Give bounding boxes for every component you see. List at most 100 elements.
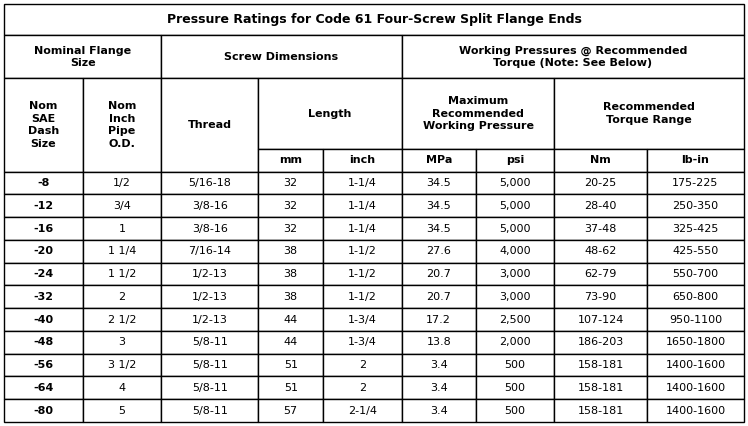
Text: -12: -12	[33, 201, 53, 211]
Bar	[4, 263, 82, 285]
Bar	[162, 285, 258, 308]
Bar	[647, 240, 744, 263]
Text: 5/8-11: 5/8-11	[192, 360, 227, 370]
Text: Thread: Thread	[188, 120, 232, 130]
Text: -48: -48	[33, 337, 53, 347]
Text: 158-181: 158-181	[577, 383, 624, 393]
Bar	[402, 354, 476, 377]
Text: Screw Dimensions: Screw Dimensions	[224, 52, 339, 62]
Text: 158-181: 158-181	[577, 406, 624, 416]
Bar	[402, 35, 744, 78]
Bar	[402, 263, 476, 285]
Bar	[258, 354, 323, 377]
Text: 1-3/4: 1-3/4	[348, 314, 377, 325]
Bar	[258, 78, 402, 149]
Text: 1-1/2: 1-1/2	[348, 269, 377, 279]
Bar	[162, 331, 258, 354]
Text: 3,000: 3,000	[500, 269, 531, 279]
Text: 175-225: 175-225	[672, 178, 719, 188]
Text: 44: 44	[283, 314, 298, 325]
Bar	[476, 377, 554, 399]
Bar	[258, 172, 323, 194]
Bar	[554, 172, 647, 194]
Text: 4: 4	[118, 383, 126, 393]
Text: 5/16-18: 5/16-18	[188, 178, 231, 188]
Text: 17.2: 17.2	[426, 314, 451, 325]
Bar	[82, 331, 162, 354]
Bar	[323, 263, 402, 285]
Bar	[162, 35, 402, 78]
Text: 32: 32	[283, 201, 298, 211]
Bar	[82, 308, 162, 331]
Text: 13.8: 13.8	[426, 337, 451, 347]
Bar	[4, 308, 82, 331]
Bar	[258, 263, 323, 285]
Text: 1/2-13: 1/2-13	[192, 269, 227, 279]
Bar	[323, 285, 402, 308]
Text: Maximum
Recommended
Working Pressure: Maximum Recommended Working Pressure	[423, 96, 533, 131]
Bar	[476, 194, 554, 217]
Bar	[82, 172, 162, 194]
Text: 5,000: 5,000	[500, 201, 531, 211]
Text: 1-1/2: 1-1/2	[348, 292, 377, 302]
Bar	[162, 399, 258, 422]
Text: 3: 3	[118, 337, 126, 347]
Text: 5/8-11: 5/8-11	[192, 337, 227, 347]
Text: 2: 2	[359, 383, 366, 393]
Bar	[162, 377, 258, 399]
Bar	[402, 172, 476, 194]
Text: 1-1/4: 1-1/4	[348, 178, 377, 188]
Text: 1 1/2: 1 1/2	[108, 269, 136, 279]
Bar	[647, 331, 744, 354]
Bar	[647, 377, 744, 399]
Text: Length: Length	[308, 109, 352, 119]
Text: 1 1/4: 1 1/4	[108, 246, 136, 256]
Text: 158-181: 158-181	[577, 360, 624, 370]
Text: 34.5: 34.5	[426, 224, 451, 233]
Bar	[323, 240, 402, 263]
Bar	[476, 308, 554, 331]
Text: -20: -20	[34, 246, 53, 256]
Bar	[476, 263, 554, 285]
Text: psi: psi	[506, 155, 524, 165]
Text: 1-1/4: 1-1/4	[348, 224, 377, 233]
Text: Nominal Flange
Size: Nominal Flange Size	[34, 46, 131, 68]
Bar	[4, 354, 82, 377]
Text: mm: mm	[279, 155, 302, 165]
Bar	[162, 354, 258, 377]
Text: 2 1/2: 2 1/2	[108, 314, 136, 325]
Text: 3/8-16: 3/8-16	[192, 201, 227, 211]
Text: 20.7: 20.7	[426, 292, 451, 302]
Bar	[82, 354, 162, 377]
Bar	[82, 377, 162, 399]
Bar	[323, 194, 402, 217]
Bar	[647, 263, 744, 285]
Text: -32: -32	[34, 292, 53, 302]
Text: inch: inch	[349, 155, 375, 165]
Text: 3 1/2: 3 1/2	[108, 360, 136, 370]
Bar	[476, 172, 554, 194]
Bar	[258, 331, 323, 354]
Bar	[258, 194, 323, 217]
Text: 2-1/4: 2-1/4	[348, 406, 377, 416]
Text: Working Pressures @ Recommended
Torque (Note: See Below): Working Pressures @ Recommended Torque (…	[459, 46, 687, 68]
Text: 73-90: 73-90	[584, 292, 617, 302]
Text: 32: 32	[283, 224, 298, 233]
Bar	[554, 194, 647, 217]
Text: Nom
Inch
Pipe
O.D.: Nom Inch Pipe O.D.	[108, 101, 136, 149]
Text: 37-48: 37-48	[584, 224, 617, 233]
Text: 1400-1600: 1400-1600	[666, 360, 726, 370]
Text: 3/8-16: 3/8-16	[192, 224, 227, 233]
Bar	[258, 285, 323, 308]
Bar	[162, 217, 258, 240]
Text: 3.4: 3.4	[430, 406, 447, 416]
Bar	[258, 308, 323, 331]
Bar	[258, 217, 323, 240]
Bar	[4, 194, 82, 217]
Bar	[258, 149, 323, 172]
Bar	[4, 217, 82, 240]
Text: -64: -64	[33, 383, 54, 393]
Bar	[258, 399, 323, 422]
Bar	[476, 331, 554, 354]
Text: -16: -16	[33, 224, 53, 233]
